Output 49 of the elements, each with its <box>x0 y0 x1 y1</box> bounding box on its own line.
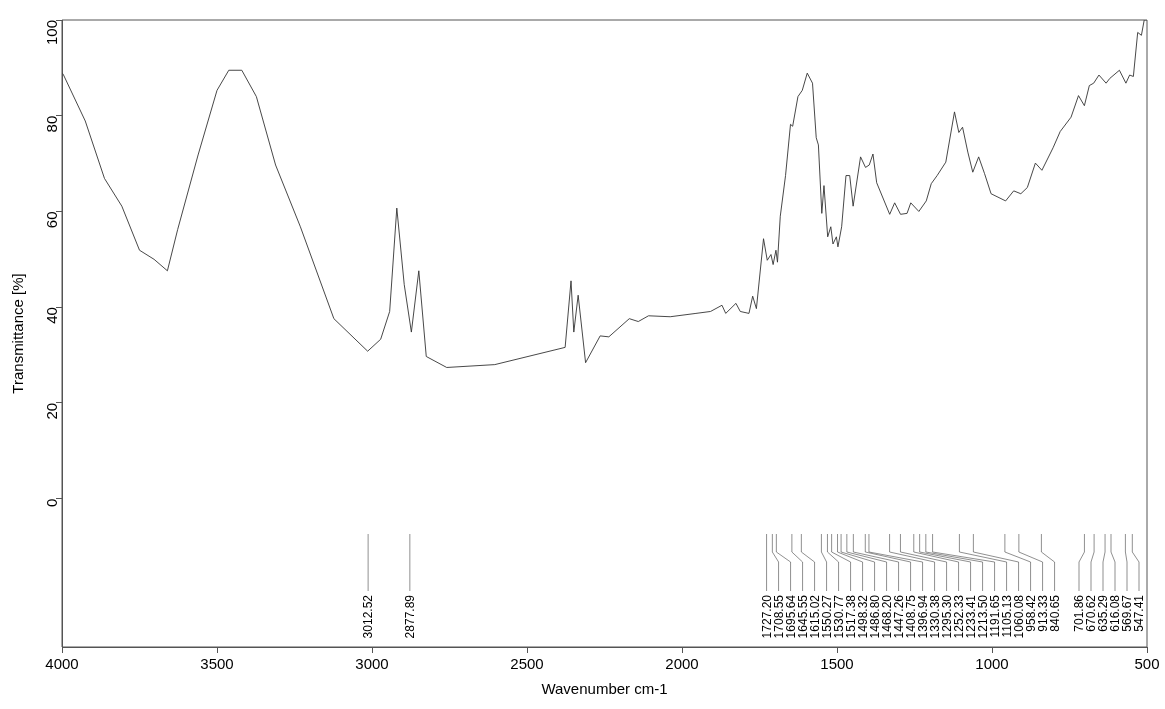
y-tick-label: 60 <box>43 211 61 229</box>
annotation: 1695.64 <box>783 594 798 639</box>
y-axis-title: Transmittance [%] <box>9 273 27 394</box>
x-tick-label: 3500 <box>200 655 234 673</box>
annotation: 1615.02 <box>807 594 822 639</box>
annotation: 1486.80 <box>867 594 882 639</box>
annotation: 1468.20 <box>879 594 894 639</box>
annotation: 840.65 <box>1047 594 1062 632</box>
annotation: 913.33 <box>1035 594 1050 632</box>
annotation: 1330.38 <box>927 594 942 639</box>
annotation: 569.67 <box>1120 594 1134 632</box>
y-tick-label: 0 <box>43 498 61 507</box>
annotation: 670.62 <box>1084 594 1098 632</box>
annotation: 1252.33 <box>951 594 966 639</box>
annotation: 1105.13 <box>999 594 1014 638</box>
annotation: 1530.77 <box>831 594 846 639</box>
annotation: 1191.65 <box>987 594 1002 638</box>
y-tick-label: 80 <box>43 115 61 133</box>
x-tick-label: 2500 <box>510 655 544 673</box>
x-tick-label: 1500 <box>820 655 854 673</box>
annotation: 1408.75 <box>903 594 918 639</box>
annotation: 1645.55 <box>795 594 810 639</box>
y-tick-label: 20 <box>43 402 61 420</box>
annotation: 1447.26 <box>891 594 906 639</box>
x-tick-label: 1000 <box>975 655 1009 673</box>
annotation: 1396.94 <box>915 594 930 639</box>
x-tick-label: 4000 <box>45 655 79 673</box>
annotation: 1213.50 <box>975 594 990 639</box>
annotation: 2877.89 <box>402 594 417 639</box>
annotation: 1727.20 <box>759 594 774 639</box>
annotation: 1550.27 <box>819 594 834 639</box>
x-tick-label: 2000 <box>665 655 699 673</box>
x-tick-label: 3000 <box>355 655 389 673</box>
annotation: 1295.30 <box>939 594 954 639</box>
x-tick-label: 500 <box>1134 655 1160 673</box>
annotation: 1233.41 <box>963 594 978 639</box>
annotation: 958.42 <box>1023 594 1038 632</box>
y-tick-label: 40 <box>43 307 61 324</box>
annotation: 1708.55 <box>771 594 786 639</box>
annotation: 1517.38 <box>843 594 858 639</box>
annotation: 616.08 <box>1108 594 1122 632</box>
y-tick-label: 100 <box>43 20 61 46</box>
annotation: 1498.32 <box>855 594 870 639</box>
x-axis-title: Wavenumber cm-1 <box>541 680 668 698</box>
annotation: 635.29 <box>1096 594 1110 632</box>
annotation: 1060.08 <box>1011 594 1026 639</box>
annotation: 547.41 <box>1132 594 1146 632</box>
annotation: 3012.52 <box>361 594 376 639</box>
annotation: 701.86 <box>1072 594 1086 632</box>
